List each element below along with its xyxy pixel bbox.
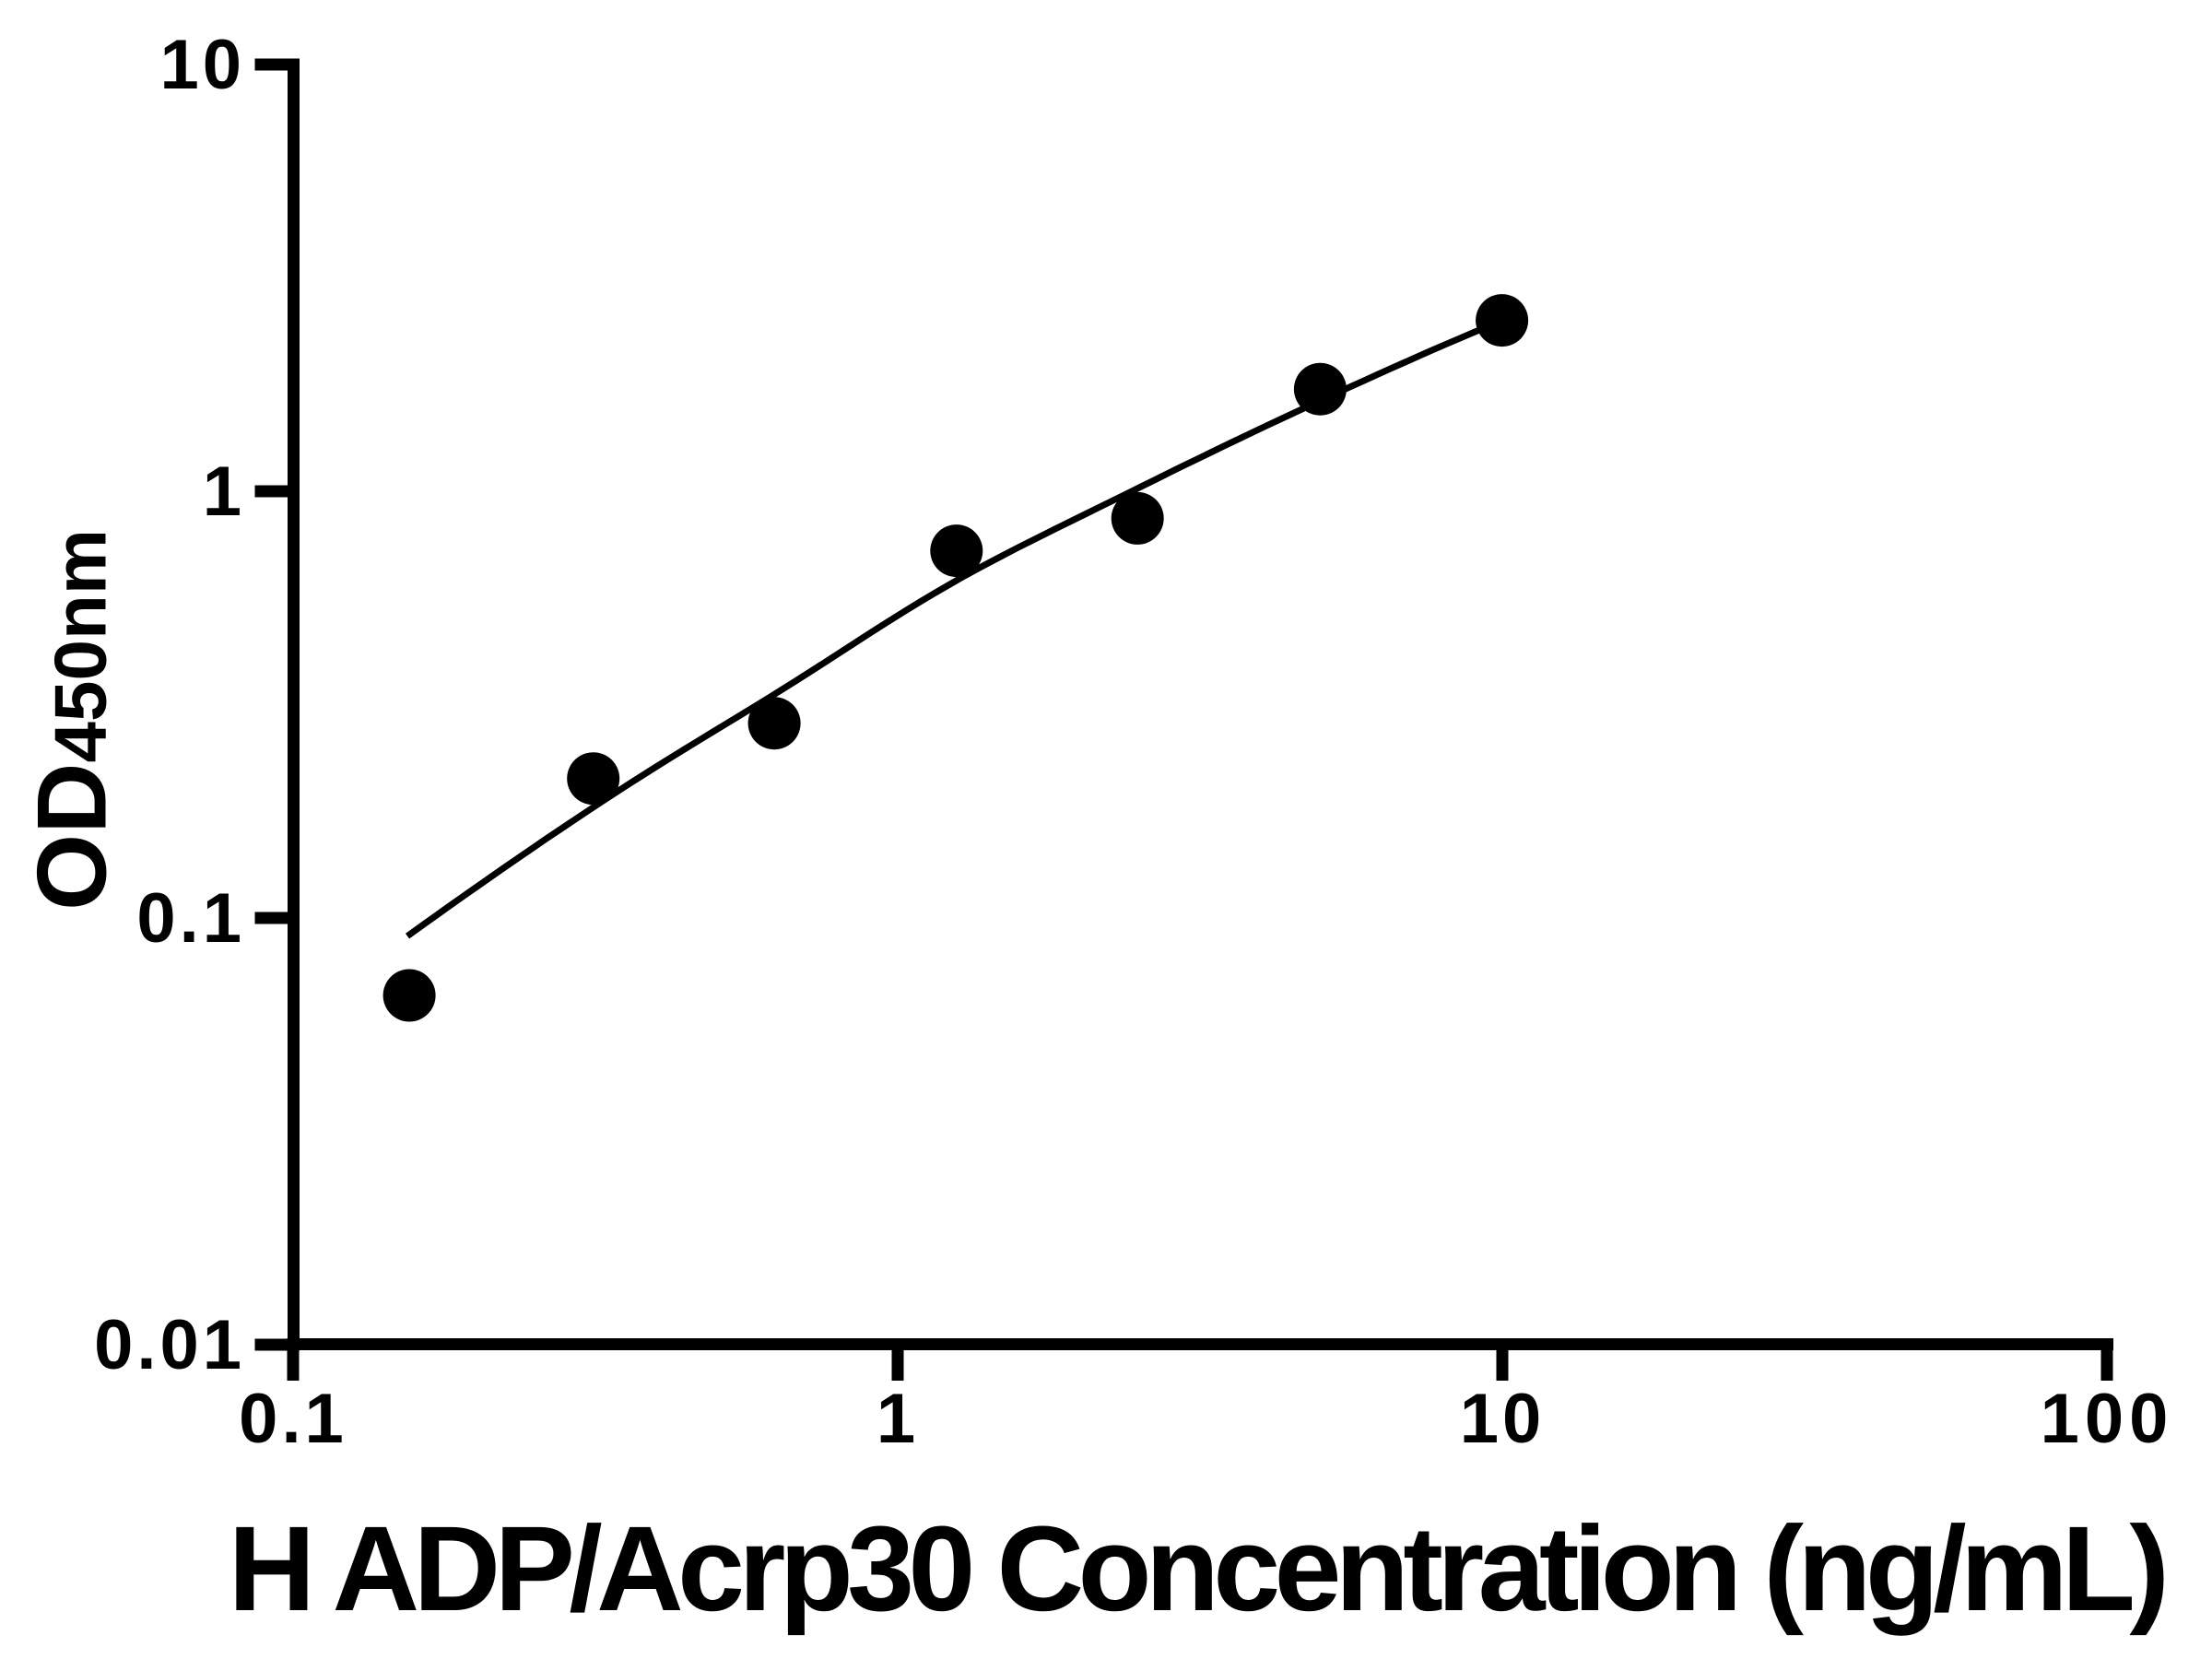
- svg-text:10: 10: [159, 26, 245, 104]
- svg-text:0.1: 0.1: [136, 879, 245, 958]
- svg-text:100: 100: [2041, 1380, 2174, 1458]
- svg-text:0.1: 0.1: [239, 1380, 347, 1458]
- svg-text:0.01: 0.01: [94, 1306, 245, 1384]
- svg-text:OD450nm: OD450nm: [17, 529, 127, 911]
- svg-text:1: 1: [877, 1380, 919, 1458]
- svg-text:1: 1: [203, 453, 245, 531]
- svg-text:H ADP/Acrp30 Concentration (ng: H ADP/Acrp30 Concentration (ng/mL): [229, 1500, 2165, 1636]
- svg-text:10: 10: [1460, 1380, 1546, 1458]
